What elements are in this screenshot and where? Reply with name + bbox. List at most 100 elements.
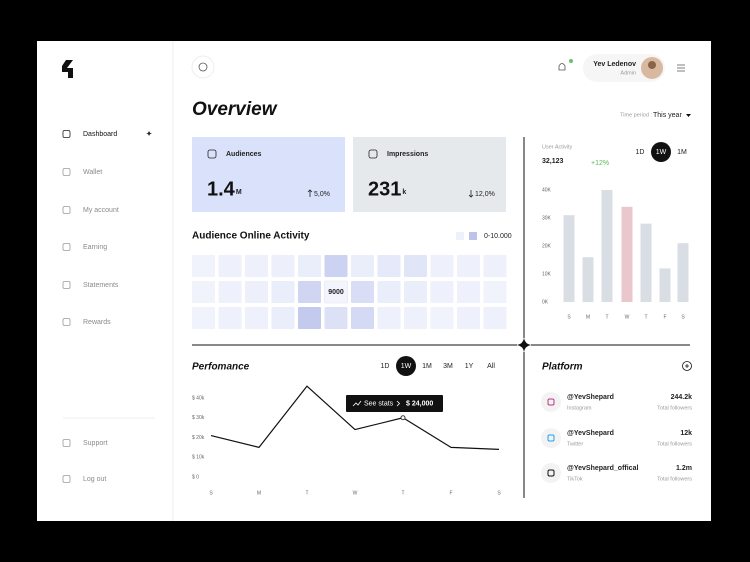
heat-cell[interactable]	[298, 281, 321, 303]
heat-cell[interactable]	[192, 281, 215, 303]
platform-followers: 244.2k	[671, 394, 693, 401]
platform-handle[interactable]: @YevShepard_offical	[567, 465, 638, 472]
x-tick-label: T	[644, 314, 647, 320]
heat-cell[interactable]	[324, 307, 348, 329]
platform-icon	[547, 469, 555, 477]
period-button[interactable]: 1D	[636, 149, 645, 156]
bar[interactable]	[677, 243, 689, 302]
heat-cell[interactable]	[483, 307, 507, 329]
period-button[interactable]: 3M	[443, 363, 453, 370]
platform-icon	[547, 398, 555, 406]
heat-cell[interactable]	[351, 281, 374, 303]
nav-item[interactable]: Log out	[83, 476, 106, 483]
card-unit: k	[402, 189, 406, 196]
heat-cell[interactable]	[377, 307, 401, 329]
bar[interactable]	[601, 190, 613, 302]
heat-cell[interactable]	[377, 281, 401, 303]
card-icon	[368, 149, 378, 159]
nav-item[interactable]: My account	[83, 207, 119, 214]
x-tick-label: W	[353, 490, 358, 496]
heat-cell[interactable]	[271, 281, 295, 303]
heat-cell[interactable]	[483, 255, 507, 277]
legend-high	[469, 232, 477, 240]
heat-cell[interactable]	[324, 255, 348, 277]
heat-cell[interactable]	[457, 255, 480, 277]
period-active[interactable]	[651, 142, 671, 162]
y-tick-label: $ 10k	[192, 455, 205, 461]
nav-icon	[62, 168, 71, 176]
period-button[interactable]: 1D	[381, 363, 390, 370]
platform-add[interactable]	[682, 361, 692, 371]
bar[interactable]	[621, 206, 633, 302]
bar[interactable]	[659, 268, 671, 302]
tooltip-value: $ 24,000	[406, 400, 433, 407]
bell-icon[interactable]	[558, 63, 566, 71]
nav-item[interactable]: Dashboard	[83, 131, 117, 138]
globe-button[interactable]	[191, 55, 215, 79]
heat-cell[interactable]	[457, 281, 480, 303]
period-button[interactable]: 1Y	[465, 363, 474, 370]
nav-item[interactable]: Statements	[83, 282, 119, 289]
platform-handle[interactable]: @YevShepard	[567, 430, 614, 437]
heat-cell[interactable]	[404, 255, 427, 277]
logo[interactable]	[62, 60, 73, 78]
platform-network: Instagram	[567, 405, 592, 411]
y-tick-label: 0K	[542, 299, 549, 305]
nav-item[interactable]: Support	[83, 440, 108, 447]
period-button[interactable]: All	[487, 363, 495, 370]
bar[interactable]	[563, 215, 575, 302]
heat-cell[interactable]	[483, 281, 507, 303]
period-button[interactable]: 1W	[656, 149, 667, 156]
period-active[interactable]	[396, 356, 416, 376]
notification-dot	[569, 59, 573, 63]
heat-cell[interactable]	[404, 307, 427, 329]
heat-cell[interactable]	[430, 281, 454, 303]
menu-icon[interactable]	[677, 64, 685, 72]
nav-item[interactable]: Earning	[83, 244, 107, 251]
period-button[interactable]: 1M	[677, 149, 687, 156]
heat-cell[interactable]	[351, 255, 374, 277]
heat-cell[interactable]	[404, 281, 427, 303]
x-tick-label: W	[625, 314, 630, 320]
y-tick-label: 20K	[542, 243, 552, 249]
x-tick-label: S	[209, 490, 213, 496]
heat-cell[interactable]	[271, 307, 295, 329]
heat-cell[interactable]	[298, 307, 321, 329]
heat-cell[interactable]	[245, 307, 268, 329]
platform-followers: 12k	[680, 430, 692, 437]
heat-cell[interactable]	[457, 307, 480, 329]
legend-text: 0-10.000	[484, 233, 512, 240]
heat-cell[interactable]	[298, 255, 321, 277]
nav-item[interactable]: Wallet	[83, 169, 102, 176]
period-caret[interactable]	[686, 114, 691, 117]
heat-cell[interactable]	[430, 307, 454, 329]
period-button[interactable]: 1M	[422, 363, 432, 370]
nav-item[interactable]: Rewards	[83, 319, 111, 326]
period-value[interactable]: This year	[653, 112, 682, 119]
heat-cell[interactable]	[218, 281, 242, 303]
heat-cell[interactable]	[430, 255, 454, 277]
heat-cell[interactable]	[192, 307, 215, 329]
bar[interactable]	[582, 257, 594, 302]
heat-cell[interactable]	[218, 307, 242, 329]
heat-cell[interactable]	[218, 255, 242, 277]
profile-role: Admin	[620, 70, 636, 76]
heat-cell[interactable]	[245, 281, 268, 303]
nav-icon	[62, 281, 71, 289]
heat-cell[interactable]	[377, 255, 401, 277]
nav-add-icon[interactable]: ✦	[146, 130, 152, 138]
heat-cell[interactable]	[271, 255, 295, 277]
period-button[interactable]: 1W	[401, 363, 412, 370]
tooltip[interactable]: See stats $ 24,000	[346, 395, 443, 412]
bar[interactable]	[640, 223, 652, 302]
tooltip-point[interactable]	[400, 415, 406, 421]
platform-caption: Total followers	[657, 405, 692, 411]
nav-icon	[62, 243, 71, 251]
heat-cell[interactable]	[192, 255, 215, 277]
heat-cell[interactable]	[245, 255, 268, 277]
heat-cell[interactable]	[324, 280, 348, 304]
y-tick-label: $ 20k	[192, 435, 205, 441]
platform-icon	[547, 434, 555, 442]
platform-handle[interactable]: @YevShepard	[567, 394, 614, 401]
heat-cell[interactable]	[351, 307, 374, 329]
